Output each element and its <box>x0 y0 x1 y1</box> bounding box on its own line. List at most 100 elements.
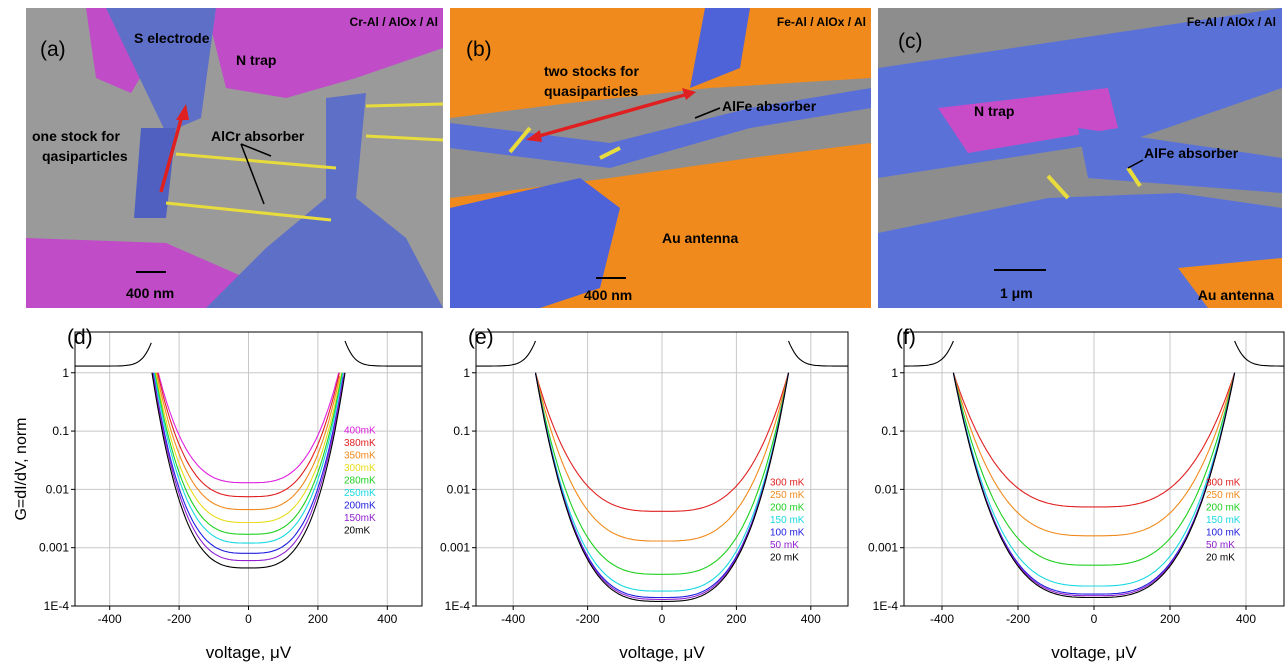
series-line <box>534 372 790 512</box>
chart-f: -400 -200 0 200 400 1E-4 0.001 0.01 0.1 1 voltage,… <box>852 316 1288 667</box>
n-trap-region <box>206 8 443 98</box>
sem-label: Au antenna <box>662 230 738 246</box>
absorber-wire <box>175 152 337 170</box>
y-tick-label: 1 <box>463 366 470 380</box>
y-tick-label: 1 <box>891 366 898 380</box>
x-axis-label: voltage, μV <box>206 643 292 662</box>
legend-entry: 100 mK <box>770 527 805 538</box>
series-line <box>534 372 790 592</box>
x-tick-label: 200 <box>1160 612 1180 626</box>
legend-entry: 380mK <box>344 438 376 449</box>
panel-label: (b) <box>466 38 492 61</box>
chart-f-svg: -400 -200 0 200 400 1E-4 0.001 0.01 0.1 1 voltage,… <box>868 326 1285 662</box>
x-tick-label: 0 <box>659 612 666 626</box>
pointer-line <box>240 143 272 157</box>
legend-entry: 100 mK <box>1206 527 1241 538</box>
au-antenna <box>1178 258 1282 308</box>
series-line <box>152 372 344 554</box>
x-tick-label: 400 <box>1236 612 1256 626</box>
absorber-wire <box>165 201 332 222</box>
pointer-line <box>240 143 265 205</box>
x-tick-label: 400 <box>801 612 821 626</box>
x-tick-label: -400 <box>930 612 954 626</box>
y-tick-label: 1 <box>62 366 69 380</box>
normal-state-line <box>904 340 954 367</box>
absorber-wire <box>599 146 621 160</box>
x-tick-label: -200 <box>576 612 600 626</box>
series-line <box>534 372 790 600</box>
electrode <box>450 178 620 308</box>
y-tick-label: 0.01 <box>447 482 471 496</box>
scale-bar-label: 400 nm <box>126 285 174 301</box>
arrow-head <box>526 130 542 142</box>
legend-entry: 300mK <box>344 463 376 474</box>
x-tick-label: -200 <box>167 612 191 626</box>
series-line <box>534 372 790 575</box>
panel-label: (e) <box>468 326 494 349</box>
sem-micrograph-a: (a) Cr-Al / AlOx / Al S electrode N trap… <box>26 8 443 308</box>
legend-entry: 200 mK <box>1206 502 1241 513</box>
sem-label: one stock for <box>32 128 120 144</box>
sem-label: N trap <box>974 103 1014 119</box>
quasiparticle-arrow <box>531 92 689 140</box>
absorber-wire <box>365 134 443 142</box>
legend-entry: 250 mK <box>1206 490 1241 501</box>
series-line <box>151 372 346 569</box>
series-line <box>952 372 1236 597</box>
quasiparticle-arrow <box>159 111 185 193</box>
legend-entry: 150 mK <box>1206 515 1241 526</box>
x-tick-label: 200 <box>308 612 328 626</box>
legend-entry: 400mK <box>344 425 376 436</box>
absorber-wire <box>508 126 532 154</box>
x-tick-label: -400 <box>501 612 525 626</box>
chart-d: -400 -200 0 200 400 1E-4 0.001 0.01 0.1 1 voltage,… <box>0 316 426 667</box>
sem-image-a: (a) Cr-Al / AlOx / Al S electrode N trap… <box>26 8 443 308</box>
chart-e-svg: -400 -200 0 200 400 1E-4 0.001 0.01 0.1 1 voltage,… <box>440 326 849 662</box>
series-line <box>534 372 790 599</box>
n-trap-region <box>938 88 1118 153</box>
normal-state-line <box>75 342 152 367</box>
series-line <box>157 372 340 484</box>
panel-label: (f) <box>896 326 916 349</box>
sem-micrograph-c: (c) Fe-Al / AlOx / Al N trap AlFe absorb… <box>878 8 1282 308</box>
legend-entry: 50 mK <box>770 540 799 551</box>
absorber-stock <box>134 128 176 218</box>
electrode <box>878 193 1282 308</box>
y-axis-label: G=dI/dV, norm <box>13 417 30 520</box>
normal-state-line <box>476 340 537 367</box>
x-axis-label: voltage, μV <box>1051 643 1137 662</box>
series-line <box>534 372 790 602</box>
material-label: Cr-Al / AlOx / Al <box>350 15 438 29</box>
legend-entry: 280mK <box>344 475 376 486</box>
y-tick-label: 0.1 <box>52 424 69 438</box>
x-tick-label: -400 <box>98 612 122 626</box>
series-line <box>153 372 344 544</box>
y-tick-label: 0.001 <box>39 541 69 555</box>
series-line <box>534 372 790 542</box>
series-line <box>152 372 345 562</box>
series-line <box>155 372 341 511</box>
sem-label: AlFe absorber <box>722 98 817 114</box>
legend-entry: 350mK <box>344 450 376 461</box>
material-label: Fe-Al / AlOx / Al <box>777 15 866 29</box>
absorber-strip <box>1078 128 1282 193</box>
legend-entry: 20 mK <box>1206 552 1235 563</box>
series-line <box>952 372 1236 508</box>
legend-entry: 150 mK <box>770 515 805 526</box>
absorber-wire <box>1046 174 1070 200</box>
sem-label: S electrode <box>134 30 210 46</box>
absorber-wire <box>365 102 443 108</box>
normal-state-line <box>344 340 422 367</box>
sem-label: AlFe absorber <box>1144 145 1239 161</box>
x-tick-label: 0 <box>1091 612 1098 626</box>
y-tick-label: 0.01 <box>875 482 899 496</box>
legend-entry: 250mK <box>344 488 376 499</box>
series-line <box>157 372 340 498</box>
absorber-wire <box>1126 166 1142 188</box>
y-tick-label: 0.001 <box>868 541 898 555</box>
sem-label: two stocks for <box>544 63 639 79</box>
legend-entry: 50 mK <box>1206 540 1235 551</box>
panel-label: (d) <box>67 326 93 349</box>
scale-bar-label: 400 nm <box>584 287 632 303</box>
series-line <box>154 372 343 524</box>
